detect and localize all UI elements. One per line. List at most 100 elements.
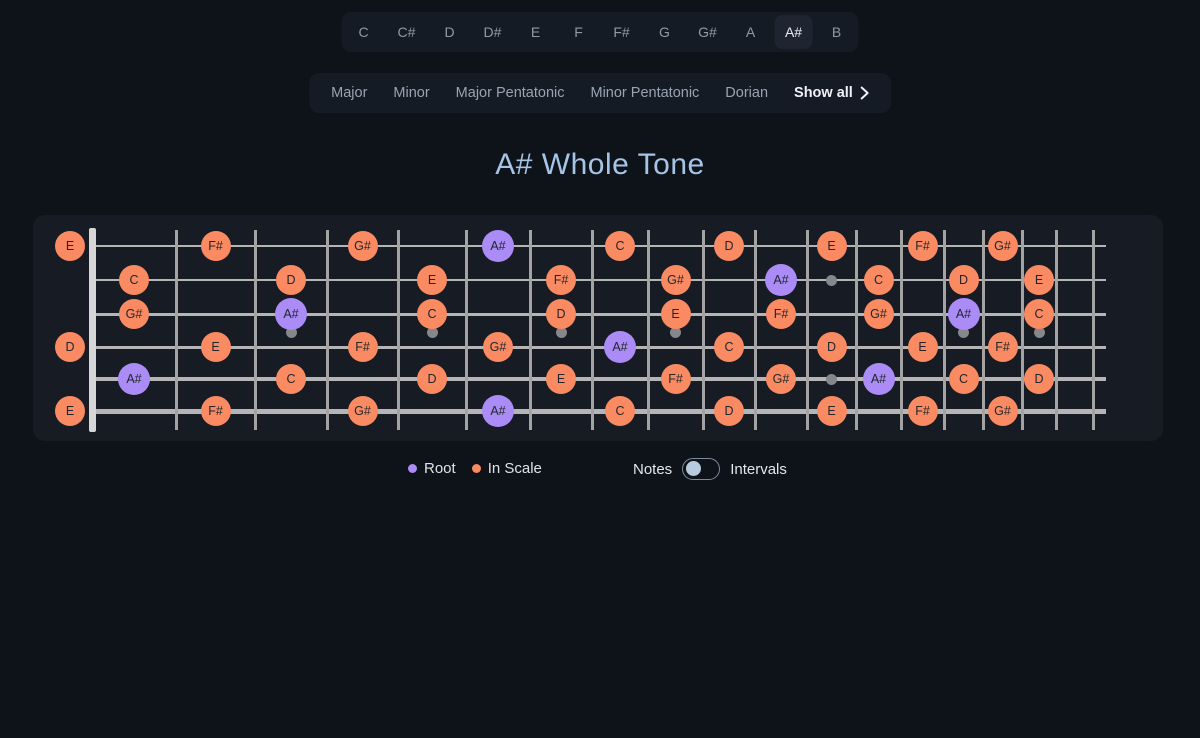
fretboard-note-e-s4-f2: E <box>200 332 231 362</box>
fret-15 <box>981 230 985 430</box>
fret-2 <box>253 230 257 430</box>
note-option-g-sharp[interactable]: G# <box>698 24 717 40</box>
root-dot-icon <box>408 464 417 473</box>
fretboard-note-e-s5-f7: E <box>546 364 576 394</box>
intervals-label: Intervals <box>730 460 787 478</box>
show-all-button[interactable]: Show all <box>794 85 869 101</box>
string-3-g <box>92 312 1106 316</box>
scale-option-major-pentatonic[interactable]: Major Pentatonic <box>455 85 565 101</box>
notes-intervals-toggle[interactable] <box>682 458 721 480</box>
fretboard-note-c-s5-f15: C <box>948 364 979 394</box>
fretboard-note-f-sharp-s6-f14: F# <box>907 396 938 426</box>
scale-option-minor[interactable]: Minor <box>393 85 430 101</box>
fretboard-note-a-sharp-s6-f6: A# <box>482 395 514 427</box>
fretboard-note-f-sharp-s2-f7: F# <box>546 265 576 295</box>
note-option-c-sharp[interactable]: C# <box>397 24 416 40</box>
notes-label: Notes <box>633 460 673 478</box>
display-toggle-group: Notes Intervals <box>633 458 787 480</box>
note-option-d-sharp[interactable]: D# <box>483 24 502 40</box>
page-title: A# Whole Tone <box>495 148 705 181</box>
fret-18 <box>1091 230 1095 430</box>
fret-10 <box>753 230 757 430</box>
fretboard-note-d-s2-f15: D <box>948 265 979 295</box>
string-6-e <box>92 408 1106 414</box>
fretboard-note-e-s6-f0: E <box>55 396 85 426</box>
note-option-f-sharp[interactable]: F# <box>613 24 630 40</box>
fretboard-note-f-sharp-s6-f2: F# <box>200 396 231 426</box>
chevron-right-icon <box>860 86 869 100</box>
string-4-d <box>92 345 1106 349</box>
note-option-c[interactable]: C <box>358 24 369 40</box>
fretboard-note-f-sharp-s4-f16: F# <box>987 332 1018 362</box>
fretboard-note-d-s1-f10: D <box>714 231 744 261</box>
note-option-a-sharp[interactable]: A# <box>774 15 813 49</box>
fretboard-note-c-s5-f3: C <box>276 364 306 394</box>
fret-1 <box>174 230 178 430</box>
fretboard-note-c-s3-f17: C <box>1024 299 1054 329</box>
legend-root: Root <box>408 460 456 477</box>
scale-option-dorian[interactable]: Dorian <box>725 85 769 101</box>
fret-12 <box>854 230 858 430</box>
fretboard-note-d-s3-f7: D <box>546 299 576 329</box>
fret-16 <box>1020 230 1024 430</box>
fretboard-note-g-sharp-s6-f16: G# <box>987 396 1018 426</box>
fretboard-note-c-s2-f1: C <box>119 265 149 295</box>
legend-label: Root <box>424 460 456 477</box>
nut <box>89 228 96 432</box>
fret-13 <box>899 230 903 430</box>
fret-marker-7 <box>555 326 567 338</box>
legend-in-scale: In Scale <box>471 460 542 477</box>
fret-marker-9 <box>670 326 681 338</box>
note-option-g[interactable]: G <box>659 24 670 40</box>
fretboard-note-e-s1-f12: E <box>816 231 847 261</box>
fret-14 <box>942 230 946 430</box>
fretboard-note-d-s4-f12: D <box>816 332 847 362</box>
show-all-label: Show all <box>794 85 853 101</box>
note-option-f[interactable]: F <box>574 24 583 40</box>
fret-marker-15 <box>958 326 969 338</box>
fretboard-note-d-s6-f10: D <box>714 396 744 426</box>
fretboard-panel: E F# G# A# C D E F# G# C D E F# G# A# C D E G# A# C D E F# G# A# C… <box>33 215 1163 441</box>
string-2-b <box>92 278 1106 282</box>
fretboard-note-e-s2-f17: E <box>1024 265 1054 295</box>
fretboard-note-a-sharp-s5-f13: A# <box>862 363 895 395</box>
fret-marker-12-2 <box>826 373 837 385</box>
fret-3 <box>325 230 329 430</box>
fretboard-note-c-s4-f10: C <box>714 332 744 362</box>
fret-6 <box>528 230 532 430</box>
fretboard-note-g-sharp-s2-f9: G# <box>660 265 691 295</box>
fret-4 <box>396 230 400 430</box>
fretboard-note-a-sharp-s3-f3: A# <box>275 298 307 330</box>
legend: Root In Scale <box>408 460 542 477</box>
note-option-d[interactable]: D <box>444 24 455 40</box>
fretboard-note-g-sharp-s3-f1: G# <box>119 299 149 329</box>
fretboard-note-g-sharp-s1-f4: G# <box>347 231 378 261</box>
fretboard-note-d-s4-f0: D <box>55 332 85 362</box>
fretboard-note-a-sharp-s3-f15: A# <box>947 298 980 330</box>
fretboard-note-g-sharp-s5-f11: G# <box>766 364 796 394</box>
note-selector: C C# D D# E F F# G G# A A# B <box>341 12 859 52</box>
note-option-b[interactable]: B <box>831 24 842 40</box>
fretboard-note-e-s3-f9: E <box>660 299 691 329</box>
fretboard-note-c-s3-f5: C <box>417 299 447 329</box>
fretboard-note-a-sharp-s1-f6: A# <box>482 230 514 262</box>
fretboard-note-d-s2-f3: D <box>276 265 306 295</box>
fretboard-note-e-s1-f0: E <box>55 231 85 261</box>
scale-selector: Major Minor Major Pentatonic Minor Pentaton… <box>309 73 891 113</box>
fret-5 <box>464 230 468 430</box>
scale-option-minor-pentatonic[interactable]: Minor Pentatonic <box>590 85 700 101</box>
fretboard-note-c-s1-f8: C <box>605 231 635 261</box>
fret-9 <box>701 230 705 430</box>
fretboard-note-g-sharp-s3-f13: G# <box>863 299 894 329</box>
string-1-e <box>92 244 1106 248</box>
fretboard-note-a-sharp-s2-f11: A# <box>765 264 797 296</box>
fret-17 <box>1054 230 1058 430</box>
fretboard-note-a-sharp-s5-f1: A# <box>118 363 150 395</box>
note-option-e[interactable]: E <box>530 24 541 40</box>
note-option-a[interactable]: A <box>745 24 756 40</box>
fret-11 <box>805 230 809 430</box>
legend-label: In Scale <box>487 460 542 477</box>
fret-marker-5 <box>426 326 438 338</box>
fretboard-note-g-sharp-s1-f16: G# <box>987 231 1018 261</box>
scale-option-major[interactable]: Major <box>331 85 368 101</box>
